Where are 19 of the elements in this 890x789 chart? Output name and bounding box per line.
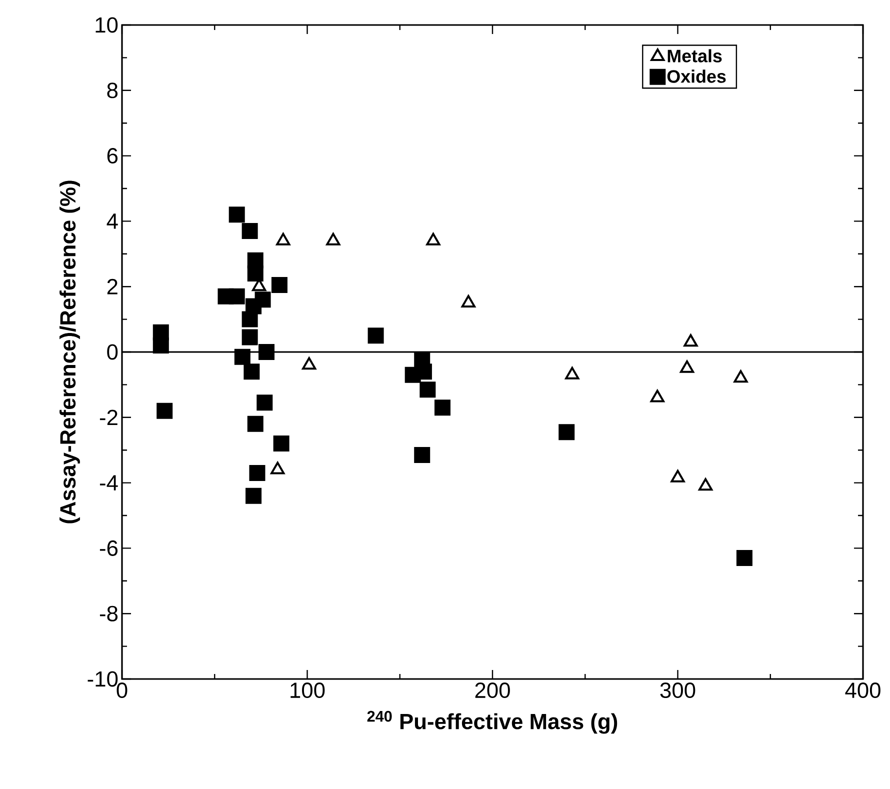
x-tick-label: 200 xyxy=(475,682,510,698)
y-tick-label: -4 xyxy=(100,475,118,490)
y-tick-label: 0 xyxy=(107,344,118,360)
x-tick-label: 100 xyxy=(290,682,325,698)
legend-label: Metals xyxy=(668,49,722,62)
x-tick-label: 400 xyxy=(845,682,880,698)
y-tick-label: -2 xyxy=(100,410,118,426)
y-tick-label: 6 xyxy=(107,148,118,164)
legend-label: Oxides xyxy=(667,70,726,83)
y-tick-label: 2 xyxy=(107,278,118,294)
y-tick-label: -6 xyxy=(100,540,118,556)
x-tick-label: 300 xyxy=(660,682,696,698)
y-tick-label: -10 xyxy=(88,671,118,687)
y-tick-label: 10 xyxy=(96,17,118,33)
x-axis-title: $^{240}$ Pu-effective Mass (g) xyxy=(367,710,618,734)
y-tick-label: 8 xyxy=(107,82,118,98)
y-tick-label: 4 xyxy=(106,214,118,229)
y-axis-title: (Assay-Reference)/Reference (%) xyxy=(60,180,80,524)
y-tick-label: -8 xyxy=(100,606,118,622)
